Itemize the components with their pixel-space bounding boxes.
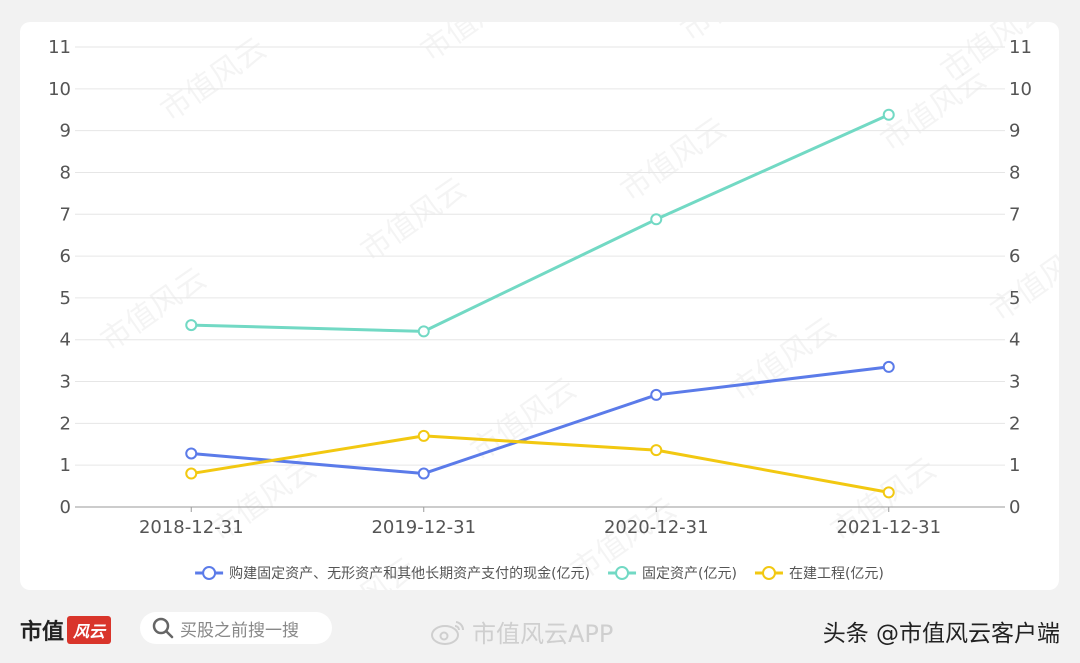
y-tick-label-right: 4 — [1009, 330, 1020, 351]
y-tick-label-left: 2 — [60, 413, 71, 434]
y-tick-label-right: 8 — [1009, 162, 1020, 183]
x-tick-label: 2019-12-31 — [371, 517, 476, 538]
legend-item-2[interactable]: 在建工程(亿元) — [754, 566, 884, 582]
watermark-text: 市值风云 — [155, 31, 273, 128]
y-tick-label-right: 9 — [1009, 121, 1020, 142]
series-line — [191, 113, 890, 333]
y-tick-label-right: 1 — [1009, 455, 1020, 476]
data-point[interactable] — [882, 108, 895, 121]
watermark-text: 市值风云 — [355, 171, 473, 268]
x-axis: 2018-12-31 2019-12-31 2020-12-31 2021-12-31 — [139, 507, 941, 538]
y-axis-right: 0 1 2 3 4 5 6 7 8 9 10 11 — [1009, 37, 1032, 518]
y-tick-label-right: 3 — [1009, 372, 1020, 393]
data-point[interactable] — [417, 467, 430, 480]
data-point[interactable] — [882, 486, 895, 499]
x-tick-label: 2020-12-31 — [604, 517, 709, 538]
y-tick-label-right: 7 — [1009, 204, 1020, 225]
legend-item-1[interactable]: 固定资产(亿元) — [608, 566, 737, 582]
chart-card: 市值风云 市值风云 市值风云 市值风云 市值风云 市值风云 市值风云 市值风云 市值风云 市值风云… — [20, 22, 1059, 590]
watermark-text: 市值风云 — [875, 61, 993, 158]
data-point[interactable] — [185, 467, 198, 480]
series-2 — [185, 429, 895, 499]
y-tick-label-right: 0 — [1009, 497, 1020, 518]
grid-lines — [75, 46, 1005, 508]
y-tick-label-left: 1 — [60, 455, 71, 476]
brand-logo: 风云 — [67, 616, 112, 644]
brand-name: 市值 — [20, 620, 65, 645]
legend-label: 固定资产(亿元) — [642, 566, 737, 582]
watermark-text: 市值风云 — [675, 22, 793, 49]
legend-marker — [761, 566, 776, 580]
y-tick-label-left: 9 — [60, 121, 71, 142]
y-tick-label-left: 4 — [60, 330, 71, 351]
x-tick-label: 2021-12-31 — [836, 517, 941, 538]
legend-marker — [615, 566, 630, 580]
y-tick-label-left: 6 — [60, 246, 71, 267]
watermark-text: 市值风云 — [725, 311, 843, 408]
data-point[interactable] — [185, 447, 198, 460]
legend-label: 在建工程(亿元) — [789, 566, 884, 582]
legend: 购建固定资产、无形资产和其他长期资产支付的现金(亿元) 固定资产(亿元) 在建工程(… — [195, 566, 884, 582]
y-tick-label-left: 8 — [60, 162, 71, 183]
y-tick-label-right: 11 — [1009, 37, 1032, 58]
series-layer — [185, 108, 895, 499]
search-icon — [152, 617, 174, 639]
watermark-text: 市值风云 — [415, 22, 533, 69]
data-point[interactable] — [417, 325, 430, 338]
search-placeholder: 买股之前搜一搜 — [180, 620, 299, 641]
watermark-layer: 市值风云 市值风云市值风云市值风云市值风云市值风云市值风云市值风云市值风云市值风云… — [95, 22, 1059, 590]
y-tick-label-left: 10 — [48, 79, 71, 100]
data-point[interactable] — [882, 360, 895, 373]
y-tick-label-left: 5 — [60, 288, 71, 309]
weibo-watermark: 市值风云APP — [430, 614, 613, 649]
search-box[interactable]: 买股之前搜一搜 — [140, 612, 332, 644]
y-tick-label-left: 0 — [60, 497, 71, 518]
data-point[interactable] — [650, 388, 663, 401]
series-1 — [185, 108, 895, 338]
series-0 — [185, 360, 895, 480]
legend-marker — [202, 566, 217, 580]
y-tick-label-right: 2 — [1009, 413, 1020, 434]
data-point[interactable] — [185, 319, 198, 332]
data-point[interactable] — [650, 444, 663, 457]
y-tick-label-right: 10 — [1009, 79, 1032, 100]
y-tick-label-right: 6 — [1009, 246, 1020, 267]
footer-bar: 市值 风云 买股之前搜一搜 市值风云APP 头条 @市值风云客户端 — [0, 600, 1080, 663]
legend-label: 购建固定资产、无形资产和其他长期资产支付的现金(亿元) — [229, 566, 590, 582]
y-tick-label-right: 5 — [1009, 288, 1020, 309]
y-tick-label-left: 11 — [48, 37, 71, 58]
watermark-text: 市值风云 — [985, 231, 1059, 328]
series-line — [191, 365, 889, 476]
y-axis-left: 0 1 2 3 4 5 6 7 8 9 10 11 — [48, 37, 71, 518]
data-point[interactable] — [650, 213, 663, 226]
legend-item-0[interactable]: 购建固定资产、无形资产和其他长期资产支付的现金(亿元) — [195, 566, 590, 582]
x-tick-label: 2018-12-31 — [139, 517, 244, 538]
series-line — [191, 434, 890, 494]
watermark-text: 市值风云 — [95, 261, 213, 358]
y-tick-label-left: 3 — [60, 372, 71, 393]
weibo-text: 市值风云APP — [472, 620, 614, 648]
brand: 市值 风云 — [20, 614, 112, 646]
y-tick-label-left: 7 — [60, 204, 71, 225]
line-chart: 市值风云 市值风云市值风云市值风云市值风云市值风云市值风云市值风云市值风云市值风云… — [48, 22, 1059, 590]
weibo-icon — [431, 620, 465, 645]
data-point[interactable] — [417, 429, 430, 442]
toutiao-credit: 头条 @市值风云客户端 — [822, 621, 1060, 647]
